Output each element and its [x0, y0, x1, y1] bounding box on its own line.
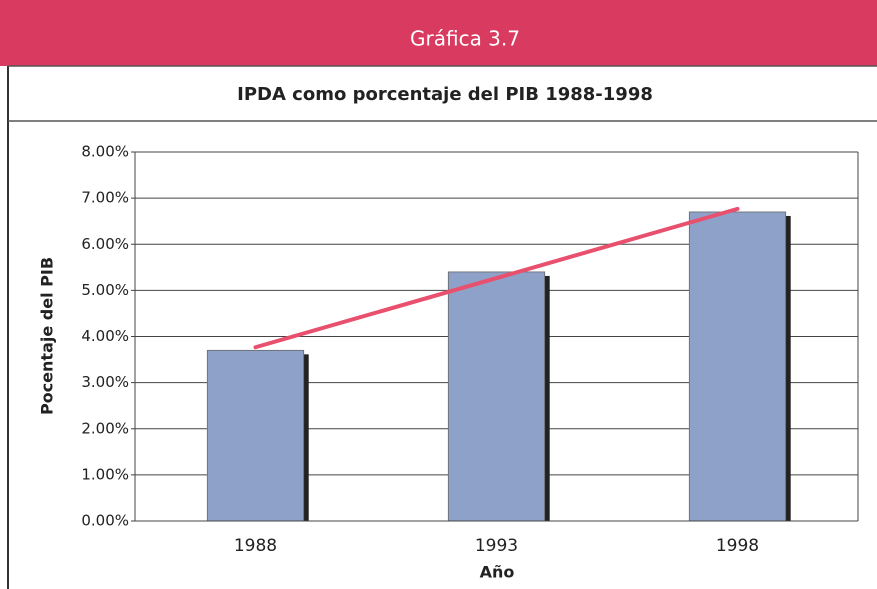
bar-shadow [785, 215, 791, 521]
trendline [253, 206, 740, 350]
y-tick-label: 3.00% [81, 373, 129, 391]
header: Gráfica 3.7 [410, 27, 520, 51]
y-axis-title: Pocentaje del PIB [38, 257, 57, 415]
y-tick-label: 1.00% [81, 465, 129, 483]
bar [688, 211, 787, 522]
x-axis-title: Año [480, 563, 515, 582]
y-tick-label: 2.00% [81, 419, 129, 437]
bar-shadow [544, 275, 550, 521]
header-band [0, 0, 877, 66]
y-tick-label: 0.00% [81, 512, 129, 530]
bar [206, 349, 305, 522]
bar [447, 271, 546, 522]
y-tick-label: 5.00% [81, 281, 129, 299]
x-tick-label: 1988 [234, 536, 277, 556]
y-tick-label: 7.00% [81, 189, 129, 207]
x-tick-label: 1993 [475, 536, 518, 556]
x-tick-label: 1998 [716, 536, 759, 556]
chart-title: IPDA como porcentaje del PIB 1988-1998 [237, 84, 653, 105]
y-tick-label: 4.00% [81, 327, 129, 345]
y-tick-label: 6.00% [81, 235, 129, 253]
bar-shadow [303, 354, 309, 521]
y-tick-label: 8.00% [81, 143, 129, 161]
